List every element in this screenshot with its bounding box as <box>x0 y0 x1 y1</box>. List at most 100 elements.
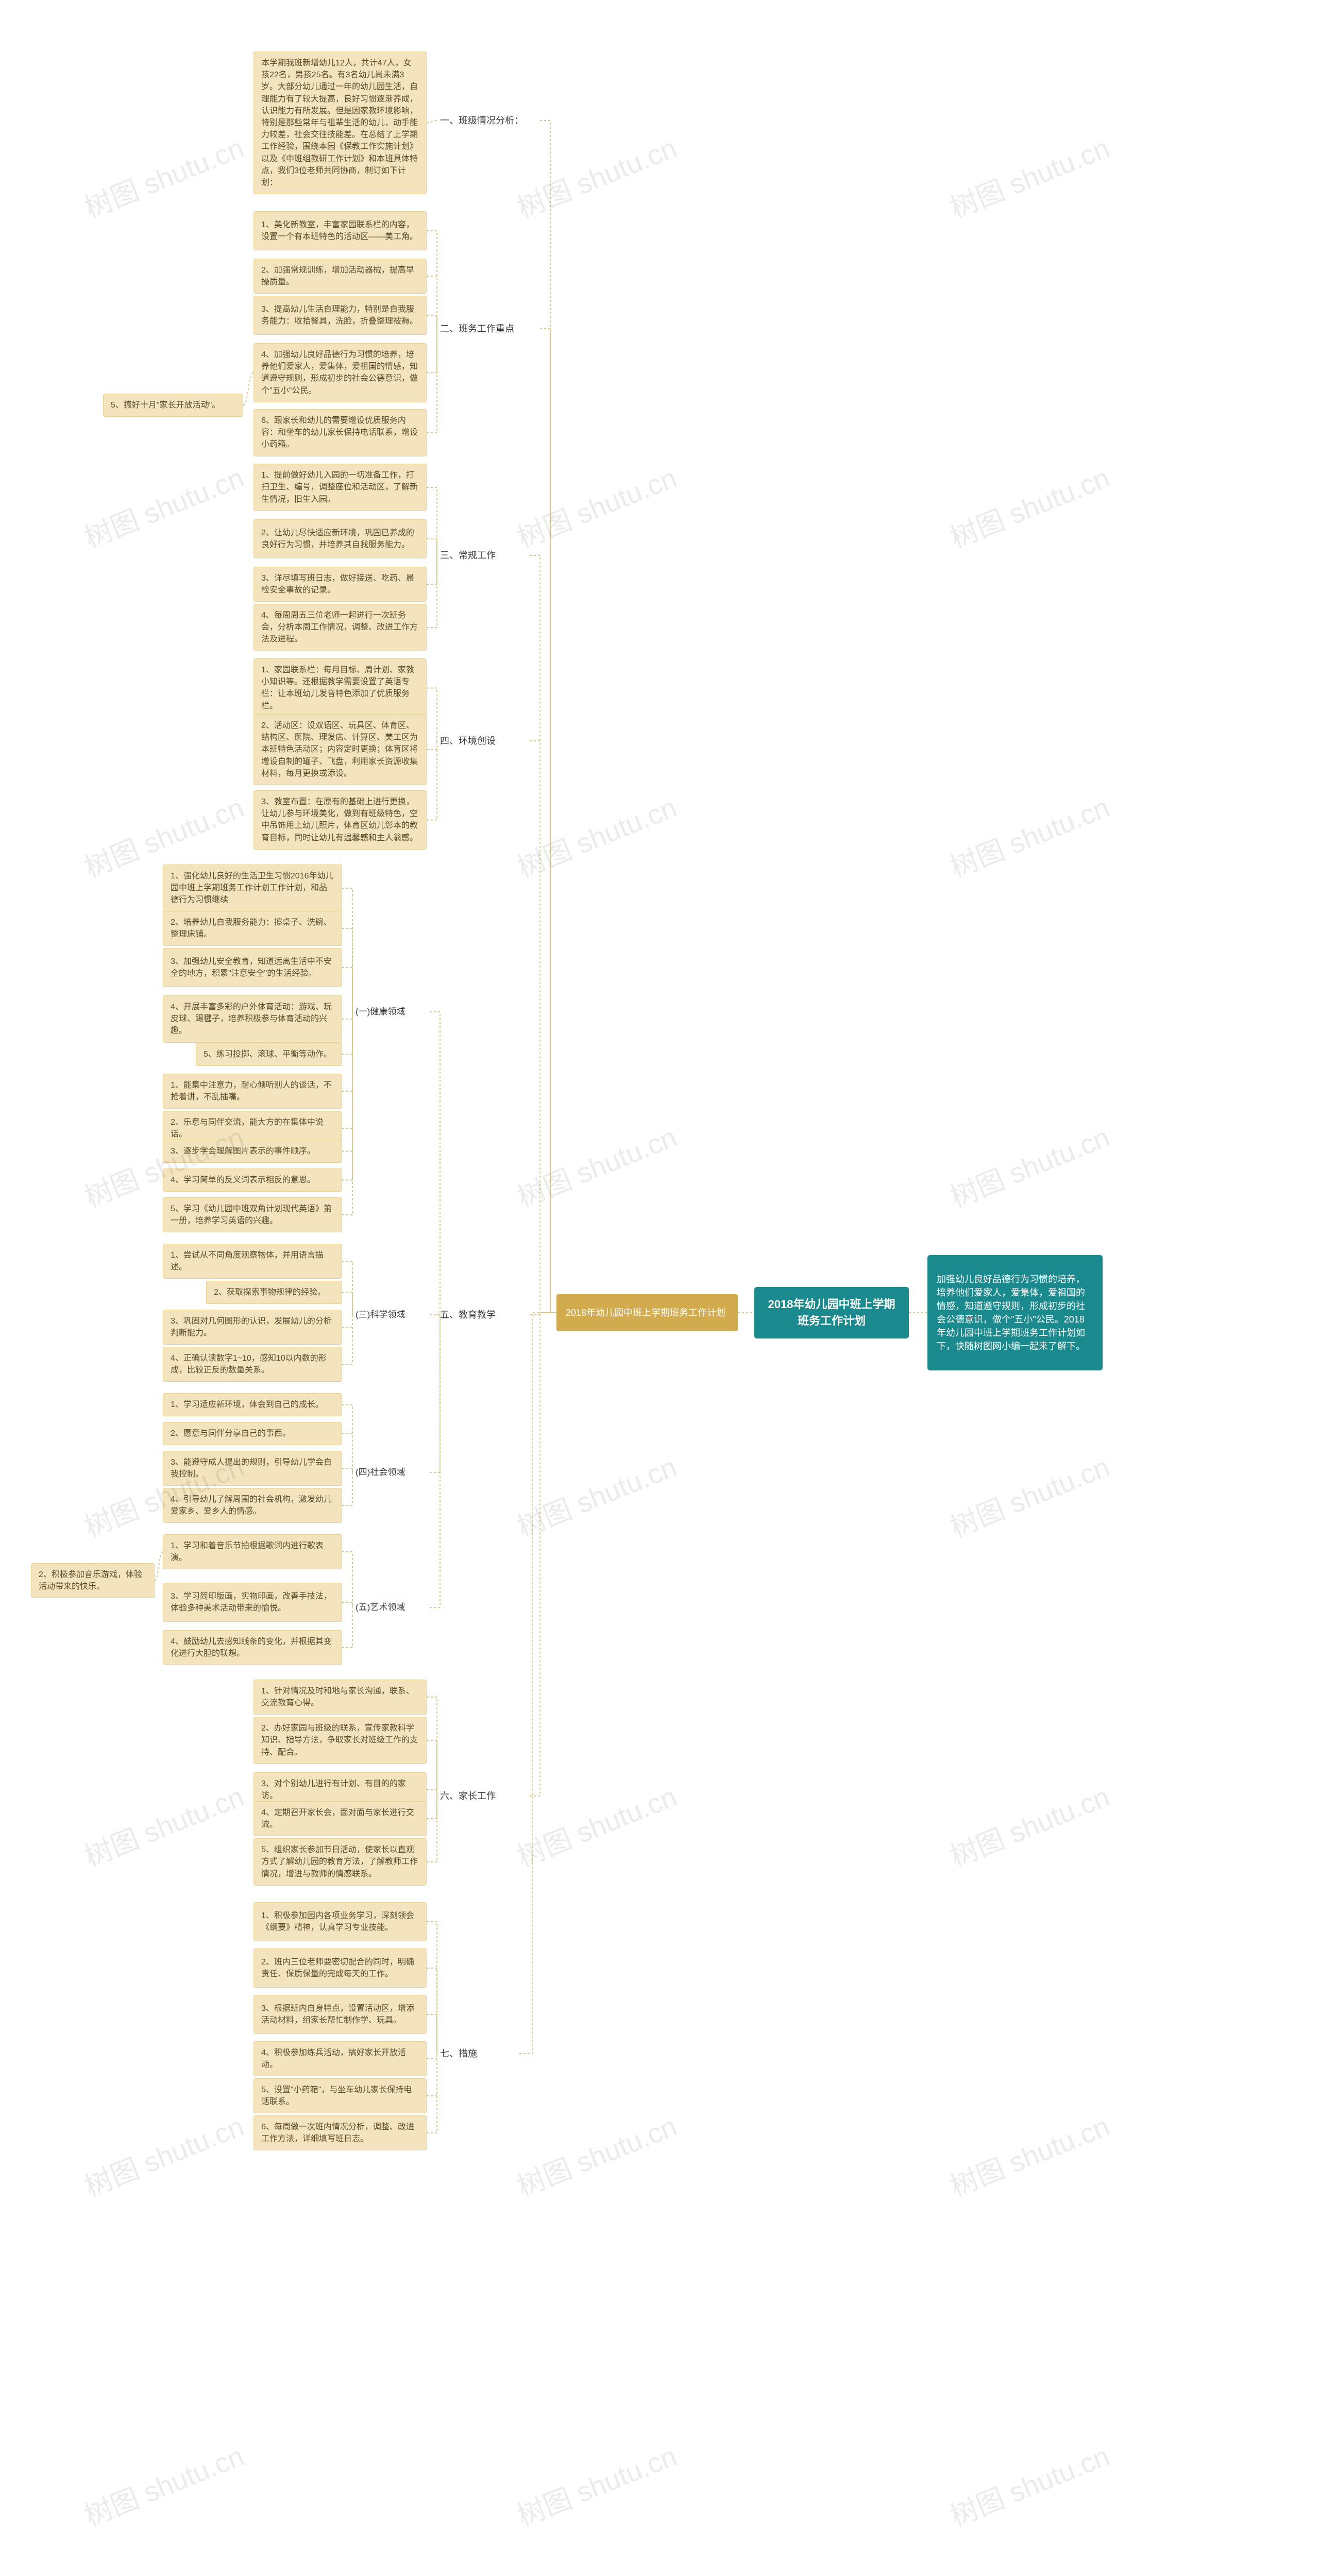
category-node[interactable]: 五、教育教学 <box>437 1306 530 1324</box>
leaf-node-label: 3、学习简印版画，实物印画，改善手技法，体验多种美术活动带来的愉悦。 <box>171 1590 334 1614</box>
leaf-node[interactable]: 3、巩固对几何图形的认识，发展幼儿的分析判断能力。 <box>163 1310 342 1345</box>
section-node[interactable]: 2018年幼儿园中班上学期班务工作计划 <box>556 1294 738 1331</box>
leaf-node[interactable]: 2、活动区：设双语区、玩具区、体育区、结构区、医院、理发店、计算区、美工区为本班… <box>253 714 427 785</box>
leaf-node[interactable]: 2、获取探索事物规律的经验。 <box>206 1281 342 1304</box>
leaf-node[interactable]: 4、鼓励幼儿去感知线条的变化，并根据其变化进行大胆的联想。 <box>163 1630 342 1665</box>
link <box>427 1740 437 1796</box>
link <box>342 1552 352 1607</box>
leaf-node[interactable]: 1、尝试从不同角度观察物体，并用语言描述。 <box>163 1244 342 1279</box>
leaf-node[interactable]: 5、组织家长参加节日活动，使家长以直观方式了解幼儿园的教育方法，了解教师工作情况… <box>253 1838 427 1886</box>
leaf-node[interactable]: 2、加强常规训练，增加活动器械，提高早操质量。 <box>253 259 427 294</box>
watermark: 树图 shutu.cn <box>510 785 682 886</box>
leaf-node[interactable]: 3、教室布置：在原有的基础上进行更换，让幼儿参与环境美化，做到有班级特色，空中吊… <box>253 790 427 850</box>
category-node[interactable]: 四、环境创设 <box>437 732 530 750</box>
leaf-node-label: 4、积极参加练兵活动，搞好家长开放活动。 <box>261 2047 419 2071</box>
leaf-node[interactable]: 1、积极参加园内各项业务学习，深刻领会《纲要》精神，认真学习专业技能。 <box>253 1902 427 1941</box>
watermark: 树图 shutu.cn <box>77 2104 249 2205</box>
leaf-node[interactable]: 3、学习简印版画，实物印画，改善手技法，体验多种美术活动带来的愉悦。 <box>163 1583 342 1622</box>
leaf-node-label: 6、每周做一次班内情况分析，调整、改进工作方法，详细填写班日志。 <box>261 2121 419 2145</box>
category-node[interactable]: (三)科学领域 <box>352 1306 430 1324</box>
leaf-node-label: 3、能遵守成人提出的规则，引导幼儿学会自我控制。 <box>171 1456 334 1480</box>
leaf-node-label: 5、设置"小药箱"，与坐车幼儿家长保持电话联系。 <box>261 2084 419 2108</box>
category-node[interactable]: (一)健康领域 <box>352 1003 430 1021</box>
link <box>427 1697 437 1796</box>
leaf-node[interactable]: 6、跟家长和幼儿的需要增设优质服务内容：和坐车的幼儿家长保持电话联系，增设小药箱… <box>253 409 427 456</box>
leaf-node-label: 4、学习简单的反义词表示相反的意思。 <box>171 1174 334 1186</box>
leaf-node[interactable]: 2、让幼儿尽快适应新环境，巩固已养成的良好行为习惯，并培养其自我服务能力。 <box>253 519 427 558</box>
watermark: 树图 shutu.cn <box>510 1444 682 1545</box>
leaf-node[interactable]: 4、加强幼儿良好品德行为习惯的培养，培养他们爱家人，爱集体，爱祖国的情感，知道遵… <box>253 343 427 402</box>
link <box>342 1434 352 1473</box>
link <box>430 1315 440 1607</box>
leaf-node[interactable]: 3、提高幼儿生活自理能力，特别是自我服务能力：收拾餐具，洗脸，折叠整理被褥。 <box>253 296 427 335</box>
link <box>427 539 437 555</box>
category-node-label: (三)科学领域 <box>356 1309 427 1321</box>
link <box>519 1313 556 2054</box>
leaf-node-label: 2、活动区：设双语区、玩具区、体育区、结构区、医院、理发店、计算区、美工区为本班… <box>261 720 419 779</box>
leaf-node[interactable]: 4、积极参加练兵活动，搞好家长开放活动。 <box>253 2041 427 2076</box>
leaf-node-label: 2、乐意与同伴交流，能大方的在集体中说话。 <box>171 1116 334 1140</box>
leaf-node[interactable]: 4、学习简单的反义词表示相反的意思。 <box>163 1168 342 1192</box>
leaf-node[interactable]: 1、强化幼儿良好的生活卫生习惯2016年幼儿园中班上学期班务工作计划工作计划，和… <box>163 865 342 912</box>
leaf-node-label: 5、学习《幼儿园中班双角计划现代英语》第一册，培养学习英语的兴趣。 <box>171 1203 334 1227</box>
link <box>427 1790 437 1796</box>
category-node[interactable]: 七、措施 <box>437 2044 519 2063</box>
category-node[interactable]: (五)艺术领域 <box>352 1598 430 1617</box>
leaf-node[interactable]: 6、每周做一次班内情况分析，调整、改进工作方法，详细填写班日志。 <box>253 2115 427 2150</box>
category-node[interactable]: 一、班级情况分析： <box>437 111 540 130</box>
link <box>530 555 556 1313</box>
leaf-node[interactable]: 5、学习《幼儿园中班双角计划现代英语》第一册，培养学习英语的兴趣。 <box>163 1197 342 1232</box>
leaf-node[interactable]: 4、开展丰富多彩的户外体育活动：游戏、玩皮球、踢毽子，培养积极参与体育活动的兴趣… <box>163 995 342 1043</box>
watermark: 树图 shutu.cn <box>943 785 1114 886</box>
leaf-node[interactable]: 3、逐步学会理解图片表示的事件顺序。 <box>163 1140 342 1163</box>
leaf-node[interactable]: 1、针对情况及时和地与家长沟通，联系、交流教育心得。 <box>253 1680 427 1715</box>
leaf-node[interactable]: 1、学习适应新环境，体会到自己的成长。 <box>163 1393 342 1416</box>
leaf-node[interactable]: 2、班内三位老师要密切配合的同时，明确责任、保质保量的完成每天的工作。 <box>253 1948 427 1988</box>
leaf-node-label: 5、组织家长参加节日活动，使家长以直观方式了解幼儿园的教育方法，了解教师工作情况… <box>261 1844 419 1880</box>
leaf-node[interactable]: 4、每周周五三位老师一起进行一次班务会，分析本周工作情况，调整、改进工作方法及进… <box>253 604 427 651</box>
leaf-node-label: 1、提前做好幼儿入园的一切准备工作，打扫卫生、编号，调整座位和活动区，了解新生情… <box>261 469 419 505</box>
leaf-node[interactable]: 3、能遵守成人提出的规则，引导幼儿学会自我控制。 <box>163 1451 342 1486</box>
link <box>342 1012 352 1091</box>
leaf-node[interactable]: 3、根据班内自身特点，设置活动区，增添活动材料，组家长帮忙制作学、玩具。 <box>253 1995 427 2034</box>
leaf-node[interactable]: 5、搞好十月"家长开放活动"。 <box>103 394 243 417</box>
leaf-node[interactable]: 1、美化新教室，丰富家园联系栏的内容，设置一个有本班特色的活动区——美工角。 <box>253 211 427 250</box>
leaf-node[interactable]: 本学期我班新增幼儿12人，共计47人，女孩22名，男孩25名。有3名幼儿尚未满3… <box>253 52 427 194</box>
link <box>427 688 437 741</box>
link <box>427 329 437 373</box>
category-node[interactable]: 三、常规工作 <box>437 546 530 565</box>
leaf-node[interactable]: 2、积极参加音乐游戏，体验活动带来的快乐。 <box>31 1563 155 1598</box>
link <box>430 1012 440 1315</box>
leaf-node-label: 2、班内三位老师要密切配合的同时，明确责任、保质保量的完成每天的工作。 <box>261 1956 419 1980</box>
category-node-label: 三、常规工作 <box>440 549 527 562</box>
leaf-node[interactable]: 1、学习和着音乐节拍根据歌词内进行歌表演。 <box>163 1534 342 1569</box>
watermark: 树图 shutu.cn <box>510 455 682 556</box>
leaf-node[interactable]: 4、定期召开家长会，面对面与家长进行交流。 <box>253 1801 427 1836</box>
description-node[interactable]: 加强幼儿良好品德行为习惯的培养，培养他们爱家人，爱集体，爱祖国的情感，知道遵守规… <box>927 1255 1103 1370</box>
leaf-node[interactable]: 4、引导幼儿了解周围的社会机构，激发幼儿爱家乡、爱乡人的情感。 <box>163 1488 342 1523</box>
leaf-node[interactable]: 2、办好家园与班级的联系，宣传家教科学知识、指导方法，争取家长对班级工作的支持、… <box>253 1717 427 1764</box>
leaf-node[interactable]: 1、能集中注意力，耐心倾听别人的谈话，不抢着讲，不乱插嘴。 <box>163 1074 342 1109</box>
leaf-node-label: 3、详尽填写班日志，做好接送、吃药、晨检安全事故的记录。 <box>261 572 419 596</box>
link <box>342 1012 352 1055</box>
link <box>155 1552 163 1581</box>
category-node-label: 四、环境创设 <box>440 734 527 748</box>
leaf-node[interactable]: 3、详尽填写班日志，做好接送、吃药、晨检安全事故的记录。 <box>253 567 427 602</box>
leaf-node-label: 2、培养幼儿自我服务能力：擦桌子、洗碗、整理床铺。 <box>171 917 334 940</box>
category-node[interactable]: (四)社会领域 <box>352 1463 430 1482</box>
category-node[interactable]: 二、班务工作重点 <box>437 319 540 338</box>
leaf-node[interactable]: 5、练习投掷、滚球、平衡等动作。 <box>196 1043 342 1066</box>
leaf-node[interactable]: 5、设置"小药箱"，与坐车幼儿家长保持电话联系。 <box>253 2078 427 2113</box>
link <box>427 1922 437 2054</box>
root-node[interactable]: 2018年幼儿园中班上学期班务工作计划 <box>754 1287 909 1338</box>
leaf-node[interactable]: 2、培养幼儿自我服务能力：擦桌子、洗碗、整理床铺。 <box>163 911 342 946</box>
leaf-node[interactable]: 3、加强幼儿安全教育，知道远离生活中不安全的地方，积累"注意安全"的生活经验。 <box>163 948 342 987</box>
leaf-node[interactable]: 4、正确认读数字1~10，感知10以内数的形成，比较正反的数量关系。 <box>163 1347 342 1382</box>
leaf-node[interactable]: 1、提前做好幼儿入园的一切准备工作，打扫卫生、编号，调整座位和活动区，了解新生情… <box>253 464 427 511</box>
leaf-node-label: 2、让幼儿尽快适应新环境，巩固已养成的良好行为习惯，并培养其自我服务能力。 <box>261 527 419 551</box>
category-node[interactable]: 六、家长工作 <box>437 1787 530 1805</box>
leaf-node[interactable]: 1、家园联系栏：每月目标、周计划、家教小知识等。还根据教学需要设置了英语专栏：让… <box>253 658 427 718</box>
link <box>342 1315 352 1327</box>
leaf-node[interactable]: 2、愿意与同伴分享自己的事西。 <box>163 1422 342 1445</box>
link <box>427 555 437 584</box>
